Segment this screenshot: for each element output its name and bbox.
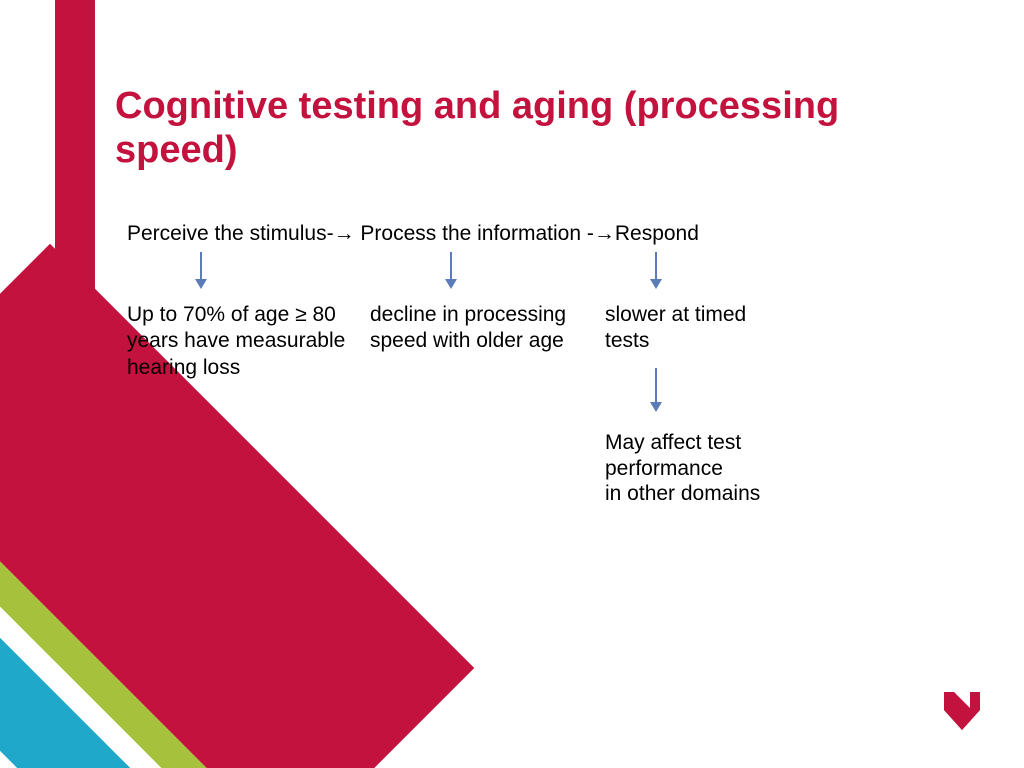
arrow-down-icon <box>200 252 202 287</box>
detail-col-perceive: Up to 70% of age ≥ 80 years have measura… <box>127 302 352 381</box>
consequence-line1: May affect test performance <box>605 430 825 481</box>
consequence-line2: in other domains <box>605 481 825 507</box>
detail-col-consequence: May affect test performance in other dom… <box>605 430 825 507</box>
flow-segment-respond: Respond <box>615 222 699 245</box>
process-flow-line: Perceive the stimulus-→ Process the info… <box>127 222 699 246</box>
slide-title: Cognitive testing and aging (processing … <box>115 85 935 172</box>
detail-col-process: decline in processing speed with older a… <box>370 302 580 355</box>
flow-segment-perceive: Perceive the stimulus- <box>127 222 334 245</box>
arrow-down-icon <box>655 368 657 410</box>
nebraska-n-logo-icon <box>940 688 984 732</box>
slide: Cognitive testing and aging (processing … <box>0 0 1024 768</box>
arrow-right-icon: → <box>594 222 615 245</box>
arrow-down-icon <box>450 252 452 287</box>
flow-segment-process: Process the information - <box>355 222 594 245</box>
arrow-down-icon <box>655 252 657 287</box>
arrow-right-icon: → <box>334 222 355 245</box>
detail-col-respond: slower at timed tests <box>605 302 765 355</box>
